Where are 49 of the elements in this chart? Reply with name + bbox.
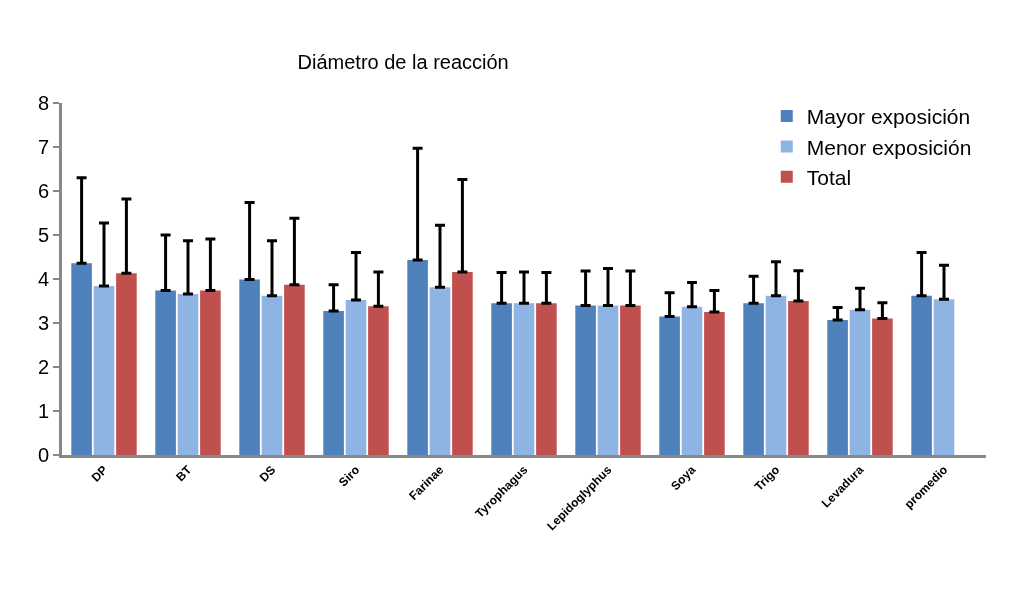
bar [491, 303, 512, 455]
bar [911, 295, 932, 455]
bar [261, 295, 283, 455]
bar [513, 303, 535, 455]
chart-title: Diámetro de la reacción [297, 51, 509, 74]
legend-label: Total [806, 165, 852, 189]
bar [575, 305, 596, 455]
bar [872, 318, 893, 455]
bar [827, 319, 848, 455]
x-tick-label: Siro [335, 462, 363, 490]
y-tick-label: 2 [37, 356, 49, 378]
y-tick-label: 3 [37, 312, 49, 334]
y-tick-label: 5 [37, 224, 49, 246]
bar [429, 287, 451, 455]
y-tick-label: 6 [37, 180, 49, 202]
bar [71, 263, 92, 455]
bar [407, 260, 428, 455]
bar [284, 284, 305, 455]
legend-label: Mayor exposición [806, 105, 971, 129]
bar [116, 273, 137, 455]
bar [788, 301, 809, 455]
bar [368, 306, 389, 455]
bar [765, 295, 787, 455]
bar [933, 299, 955, 455]
bar [177, 293, 199, 455]
bar [323, 311, 344, 455]
bar [704, 312, 725, 455]
bar [93, 286, 115, 455]
bar [345, 300, 367, 455]
bar [659, 316, 680, 455]
bar [743, 303, 764, 455]
bar [681, 306, 703, 455]
bar [620, 305, 641, 455]
bar [200, 290, 221, 455]
y-tick-label: 4 [37, 268, 49, 290]
y-tick-label: 1 [37, 400, 49, 422]
bar [597, 305, 619, 455]
bar [239, 279, 260, 455]
y-tick-label: 8 [37, 92, 49, 114]
x-tick-label: DP [88, 462, 111, 485]
x-tick-label: DS [256, 462, 279, 485]
legend-label: Menor exposición [806, 135, 972, 159]
x-tick-label: BT [173, 462, 195, 485]
bar [155, 290, 176, 455]
bar [536, 303, 557, 455]
bar [849, 309, 871, 455]
y-tick-label: 7 [37, 136, 49, 158]
y-tick-label: 0 [37, 444, 49, 466]
bar [452, 271, 473, 455]
